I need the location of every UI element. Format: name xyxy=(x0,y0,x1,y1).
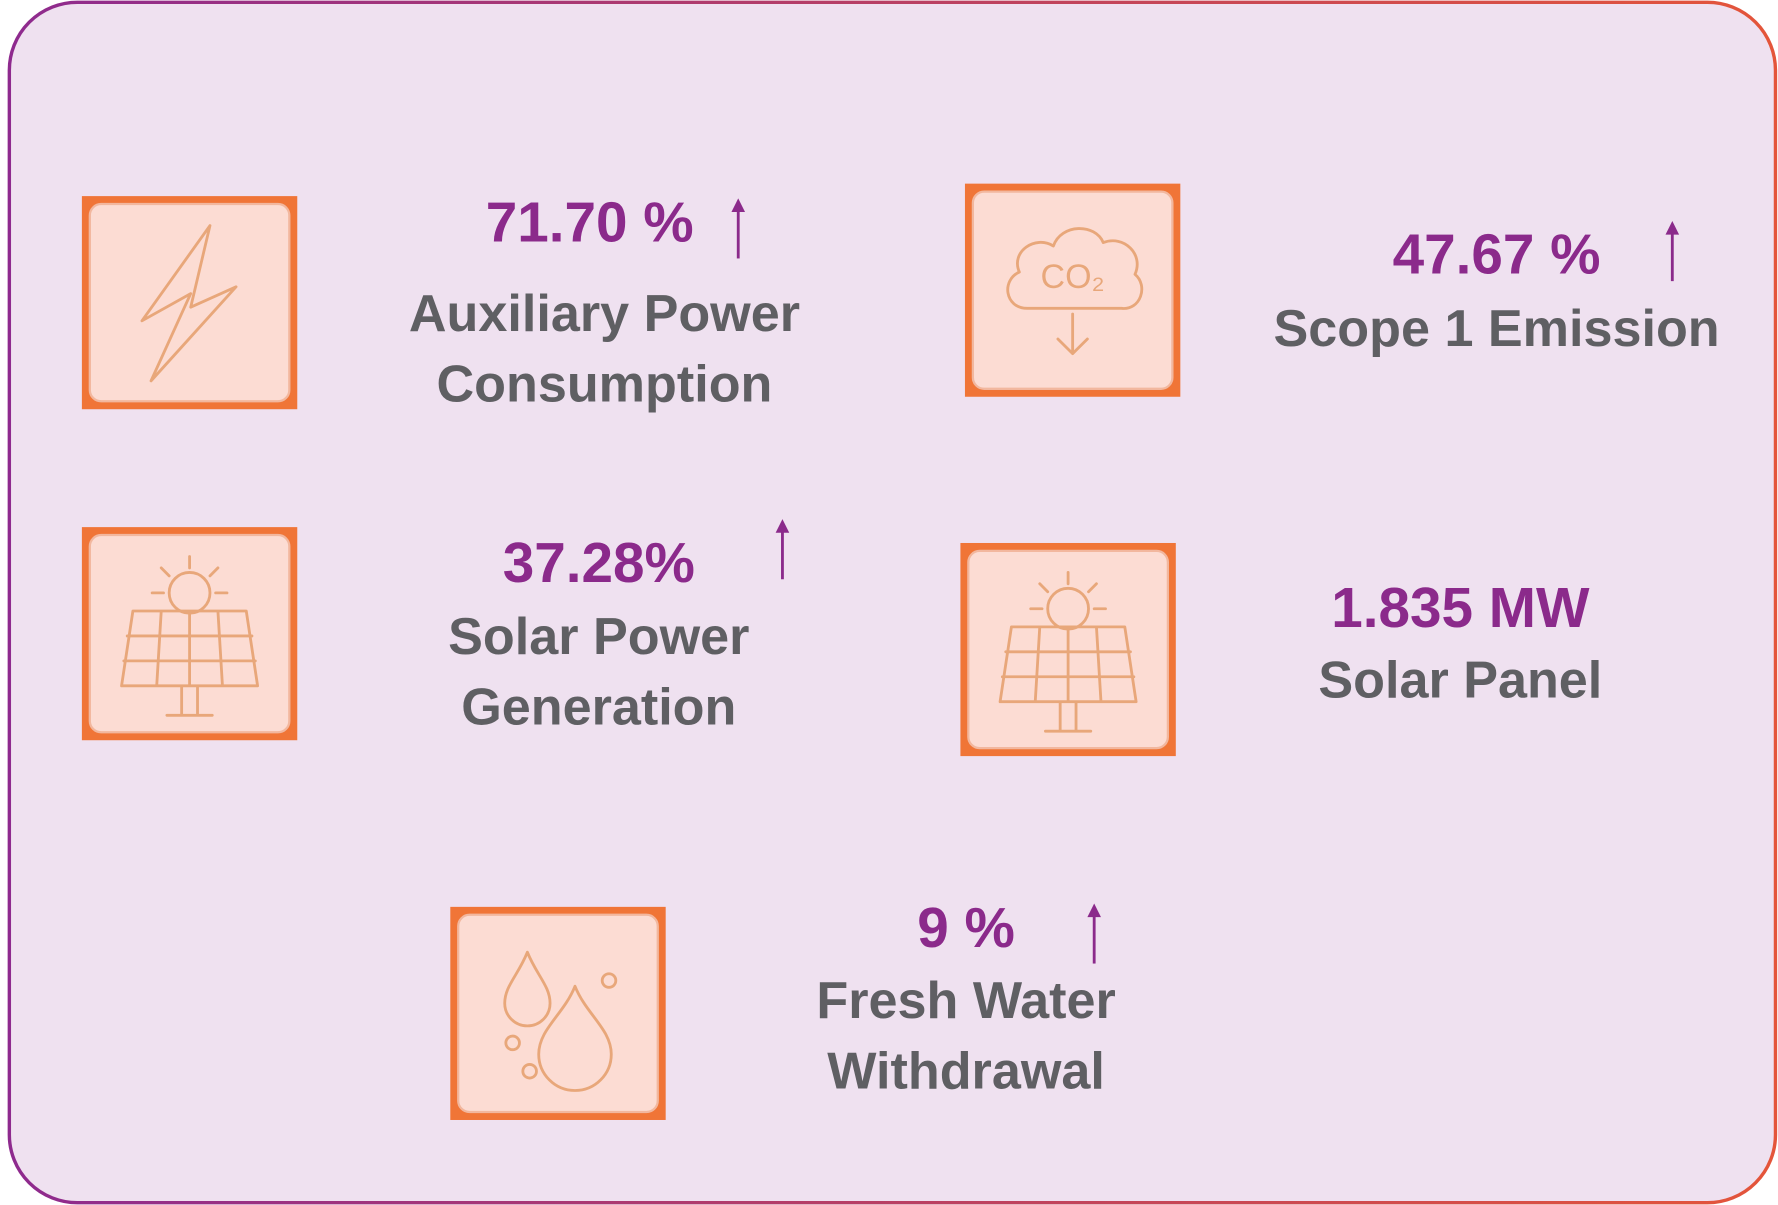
kpi-value: 9 % xyxy=(917,897,1015,960)
kpi-label: Scope 1 Emission xyxy=(1274,300,1720,358)
trend-arrow-head xyxy=(1087,903,1101,918)
kpi-label: Fresh Water xyxy=(816,972,1115,1030)
kpi-icon xyxy=(960,542,1176,757)
icon-tile xyxy=(88,202,291,403)
icon-text: CO₂ xyxy=(1041,258,1105,296)
icon-tile xyxy=(971,190,1174,390)
kpi-icon: CO₂ xyxy=(964,183,1181,397)
kpi-label: Consumption xyxy=(437,355,773,413)
kpi-value: 1.835 MW xyxy=(1331,577,1590,640)
kpi-label: Auxiliary Power xyxy=(409,285,800,343)
kpi-label: Withdrawal xyxy=(827,1042,1105,1100)
kpi-icon xyxy=(450,906,666,1120)
kpi-value: 47.67 % xyxy=(1393,223,1601,286)
kpi-label: Generation xyxy=(461,679,736,737)
trend-arrow-head xyxy=(1665,221,1680,235)
card xyxy=(7,0,1778,1205)
kpi-value: 71.70 % xyxy=(486,192,694,255)
kpi-label: Solar Panel xyxy=(1318,651,1602,709)
kpi-label: Solar Power xyxy=(448,608,749,666)
trend-arrow-head xyxy=(731,198,746,212)
kpi-value: 37.28% xyxy=(503,532,695,595)
kpi-icon xyxy=(81,527,298,741)
trend-arrow-head xyxy=(775,519,790,533)
kpi-icon xyxy=(81,196,298,410)
